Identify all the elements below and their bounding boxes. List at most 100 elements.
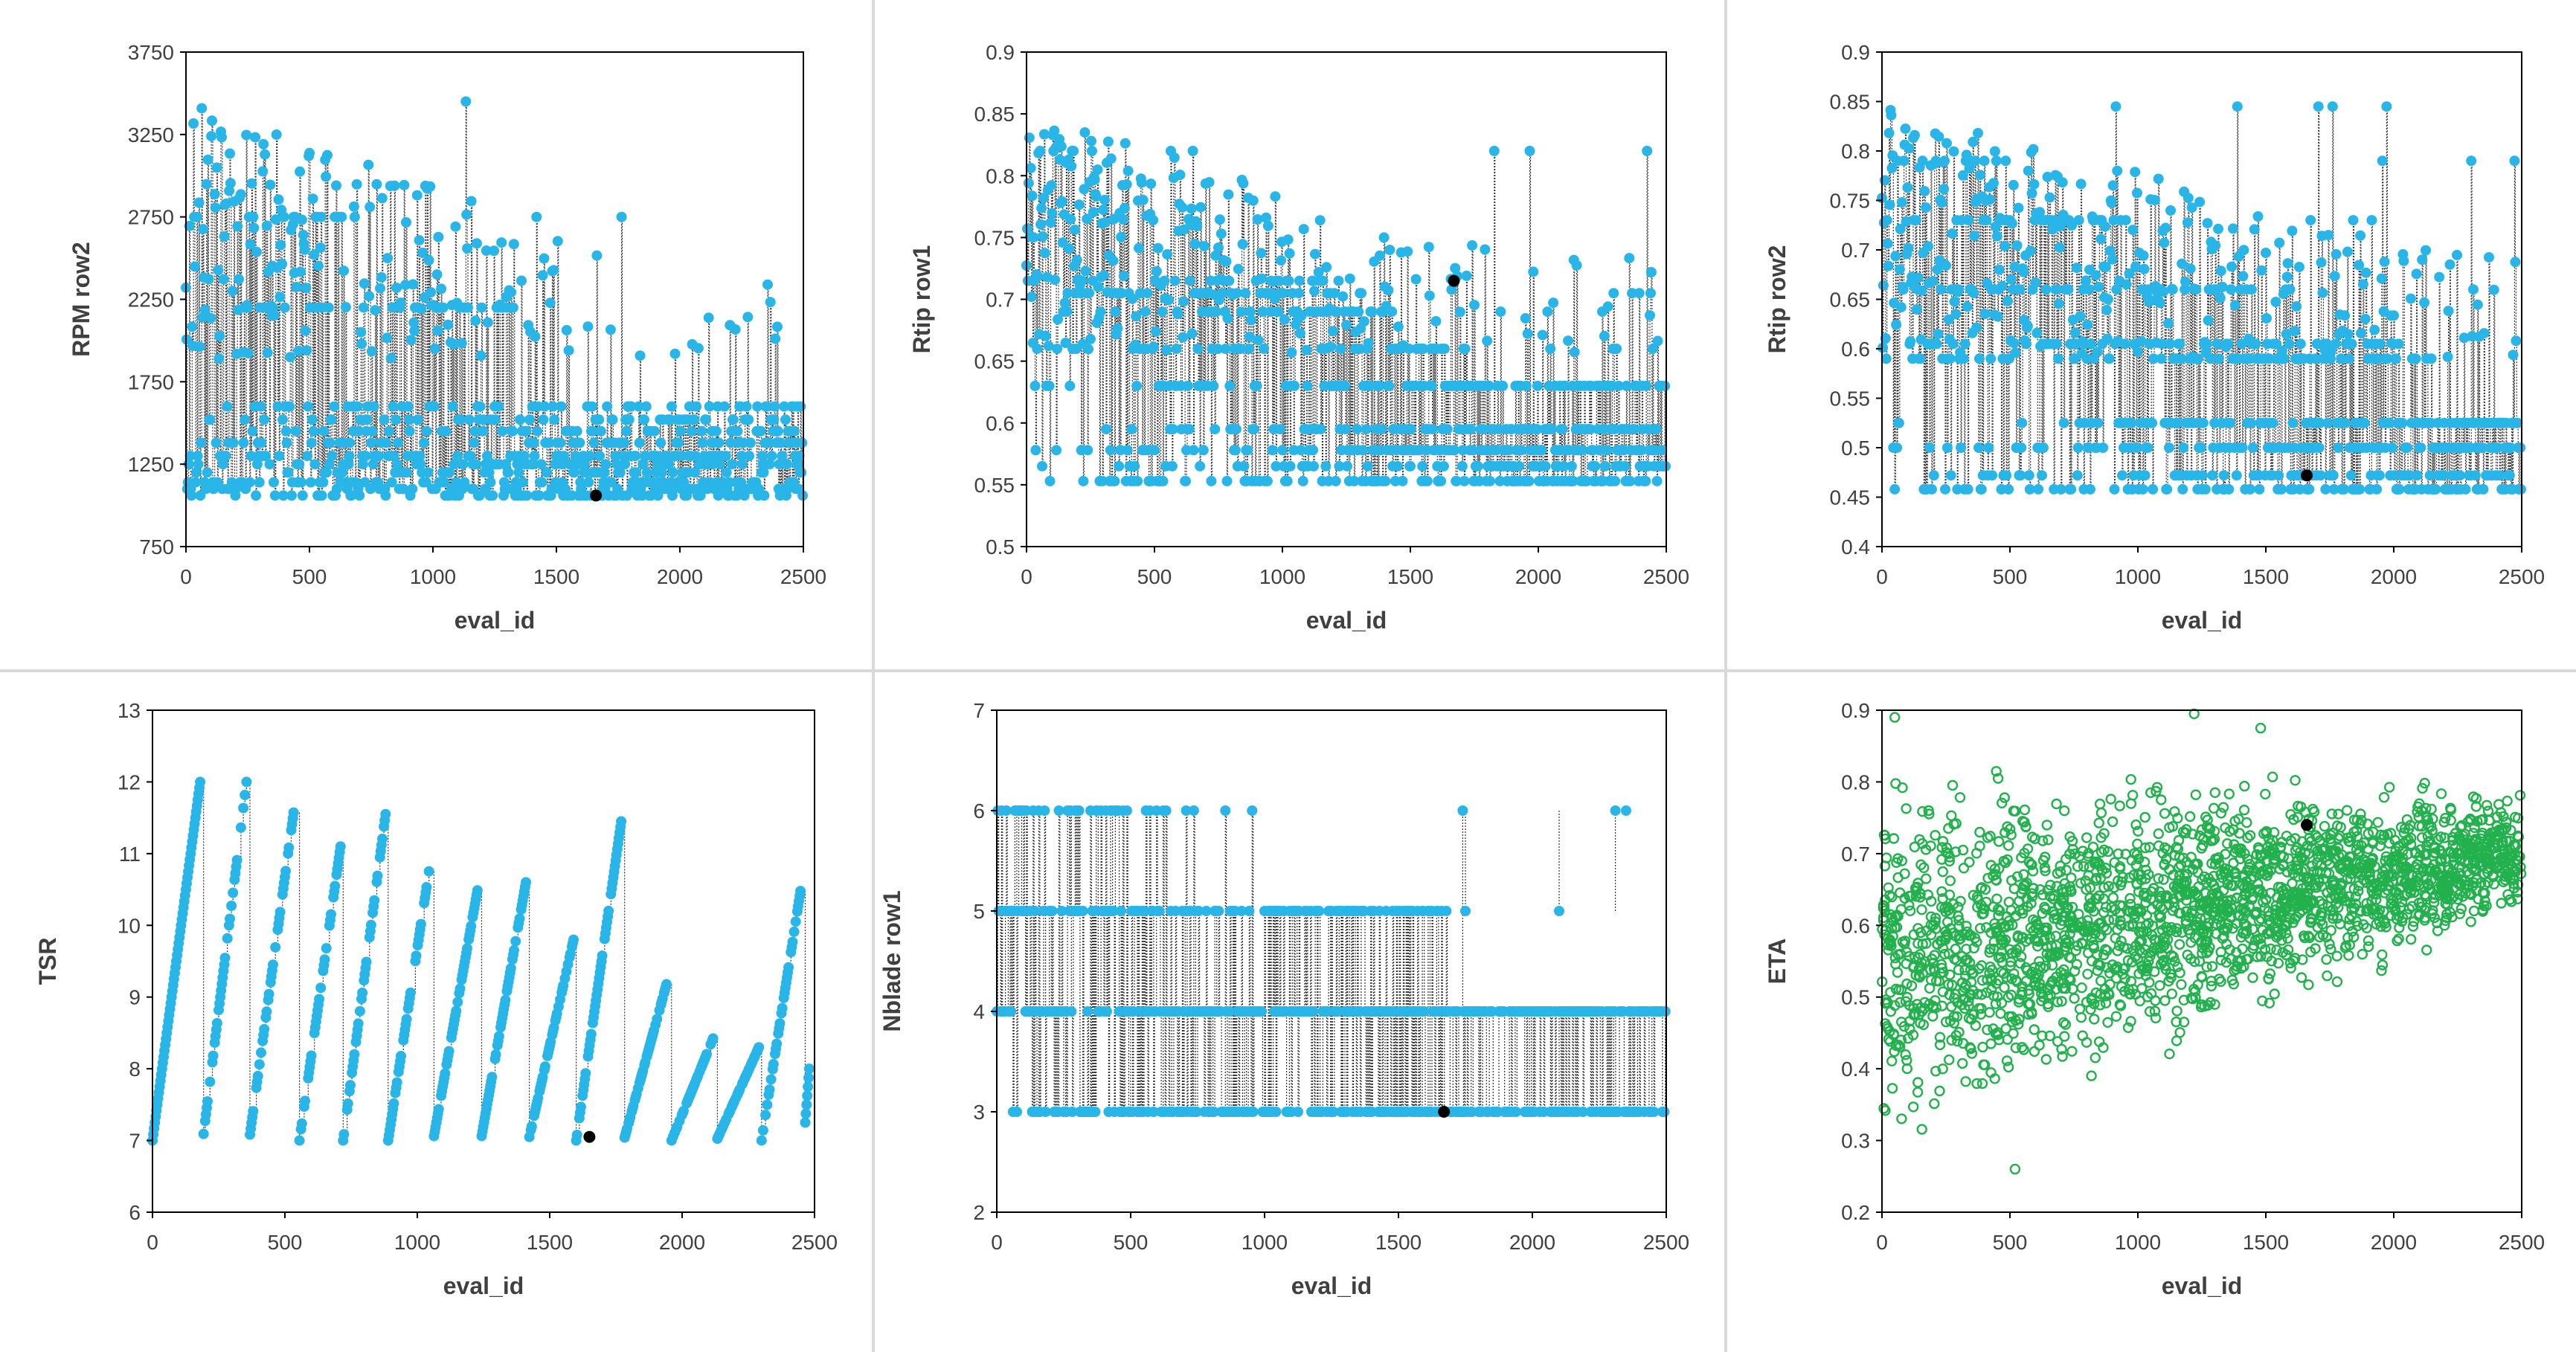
data-point — [2138, 250, 2149, 261]
data-point — [486, 1072, 498, 1083]
data-point — [606, 477, 617, 488]
data-point — [203, 274, 214, 285]
data-point — [2331, 248, 2342, 260]
data-point — [2390, 353, 2401, 364]
data-point — [1246, 315, 1256, 326]
data-point — [1956, 442, 1967, 453]
data-point — [1136, 177, 1147, 188]
data-point — [1315, 424, 1326, 435]
data-point — [1522, 328, 1533, 339]
data-point — [2393, 338, 2404, 350]
data-point — [1459, 475, 1470, 486]
x-tick-label: 500 — [292, 565, 327, 588]
x-tick-label: 0 — [1876, 565, 1888, 588]
x-tick-label: 2000 — [1509, 1231, 1555, 1254]
data-point — [2247, 972, 2258, 983]
data-point — [451, 1005, 462, 1017]
x-tick-label: 1000 — [410, 565, 456, 588]
data-point — [2120, 215, 2131, 226]
data-point — [2057, 1051, 2068, 1062]
data-point — [2325, 944, 2336, 955]
data-point — [1148, 215, 1159, 225]
data-point — [443, 319, 454, 330]
data-point — [713, 437, 725, 448]
chart-rtip-row2: 0.4 0.45 0.5 0.55 0.6 0.65 0.7 0.75 0.8 0.85 0.9 0 5… — [1733, 0, 2574, 662]
y-tick-label: 0.6 — [986, 412, 1015, 435]
data-point — [707, 1033, 719, 1044]
data-point — [1214, 214, 1225, 225]
data-point — [256, 437, 267, 448]
y-tick-label: 1750 — [128, 370, 174, 393]
data-point — [1540, 460, 1551, 471]
data-point — [1061, 306, 1073, 318]
data-point — [2081, 275, 2092, 286]
data-point — [1571, 260, 1582, 271]
data-point — [516, 275, 527, 286]
data-point — [1256, 248, 1267, 259]
data-point — [2037, 1030, 2048, 1041]
data-point — [301, 283, 312, 294]
data-point — [259, 414, 270, 425]
data-point — [1912, 1077, 1924, 1088]
data-point — [386, 477, 397, 488]
data-points — [1876, 708, 2527, 1175]
data-point — [321, 943, 332, 954]
data-point — [661, 979, 672, 990]
data-point — [1186, 203, 1197, 214]
data-point — [2069, 353, 2080, 364]
data-point — [463, 414, 475, 425]
data-point — [720, 451, 731, 462]
data-point — [1497, 380, 1509, 391]
data-point — [1056, 141, 1067, 152]
y-tick-label: 3750 — [128, 41, 174, 64]
data-point — [760, 1110, 771, 1121]
data-point — [1310, 248, 1320, 260]
data-point — [2066, 220, 2078, 231]
data-point — [381, 437, 392, 448]
data-point — [2397, 417, 2408, 428]
data-point — [1406, 424, 1416, 435]
data-point — [1172, 309, 1183, 320]
data-point — [1030, 906, 1041, 916]
data-point — [188, 118, 199, 129]
data-point — [269, 477, 279, 488]
data-point — [1120, 138, 1131, 149]
data-point — [1066, 161, 1077, 172]
y-tick-label: 11 — [119, 843, 141, 866]
data-point — [241, 776, 252, 788]
data-point — [2114, 800, 2125, 811]
data-point — [1647, 344, 1658, 354]
data-point — [244, 477, 255, 488]
data-point — [1213, 906, 1224, 916]
data-point — [1465, 424, 1477, 435]
data-point — [803, 1072, 814, 1084]
data-point — [2043, 834, 2054, 846]
data-point — [225, 913, 235, 924]
data-point — [2163, 318, 2174, 329]
data-point — [759, 490, 770, 501]
data-point — [2022, 321, 2033, 332]
data-point — [539, 253, 550, 264]
data-point — [2515, 442, 2526, 453]
data-point — [2231, 470, 2242, 481]
data-point — [1438, 460, 1449, 471]
data-point — [1358, 316, 1369, 327]
data-point — [607, 414, 618, 425]
y-tick-label: 10 — [118, 914, 141, 937]
highlight-point — [2301, 469, 2313, 482]
data-point — [756, 1135, 767, 1146]
x-tick-label: 2500 — [791, 1231, 838, 1254]
data-point — [1997, 280, 2008, 292]
data-point — [300, 1095, 310, 1107]
data-point — [2417, 254, 2428, 265]
x-tick-label: 0 — [180, 565, 192, 588]
data-point — [1417, 460, 1428, 471]
data-point — [316, 490, 327, 501]
data-point — [1284, 248, 1295, 259]
x-tick-label: 2500 — [780, 565, 826, 588]
data-point — [2317, 287, 2328, 298]
data-point — [1282, 234, 1294, 245]
data-point — [1645, 310, 1655, 321]
data-point — [1044, 475, 1056, 486]
